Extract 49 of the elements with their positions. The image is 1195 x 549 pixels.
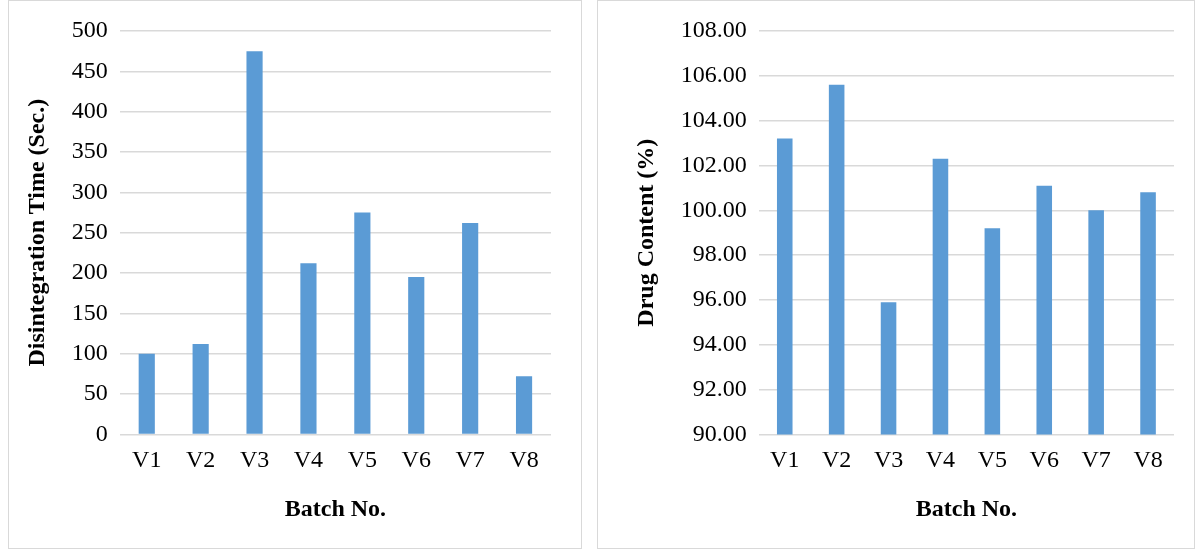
x-tick-label: V6 bbox=[401, 446, 431, 473]
y-tick-label: 92.00 bbox=[692, 374, 747, 401]
y-tick-label: 104.00 bbox=[680, 105, 747, 132]
y-tick-label: 94.00 bbox=[692, 330, 747, 357]
y-tick-label: 102.00 bbox=[680, 150, 747, 177]
y-tick-label: 450 bbox=[71, 56, 108, 83]
y-tick-label: 200 bbox=[71, 258, 108, 285]
bar bbox=[300, 263, 317, 434]
y-tick-label: 350 bbox=[71, 137, 108, 164]
y-tick-label: 0 bbox=[95, 419, 108, 446]
x-tick-label: V3 bbox=[239, 446, 270, 473]
bar bbox=[408, 277, 425, 434]
y-tick-label: 90.00 bbox=[692, 419, 747, 446]
bar bbox=[192, 344, 209, 434]
y-axis-title: Drug Content (%) bbox=[631, 138, 658, 327]
y-tick-label: 500 bbox=[71, 16, 108, 43]
bar bbox=[515, 376, 533, 434]
y-tick-label: 96.00 bbox=[692, 285, 747, 312]
y-tick-label: 108.00 bbox=[680, 16, 747, 43]
x-tick-label: V6 bbox=[1029, 446, 1059, 473]
y-tick-label: 100 bbox=[71, 339, 108, 366]
bar bbox=[462, 223, 479, 434]
y-tick-label: 150 bbox=[71, 298, 108, 325]
x-tick-label: V1 bbox=[770, 446, 800, 473]
bar bbox=[246, 51, 263, 434]
y-tick-label: 400 bbox=[71, 96, 108, 123]
y-tick-label: 100.00 bbox=[680, 195, 747, 222]
x-axis-title: Batch No. bbox=[284, 494, 387, 521]
x-tick-label: V8 bbox=[1133, 446, 1163, 473]
x-tick-label: V3 bbox=[873, 446, 904, 473]
bar bbox=[138, 353, 155, 434]
x-tick-label: V2 bbox=[821, 446, 852, 473]
y-tick-label: 98.00 bbox=[692, 240, 747, 267]
y-tick-label: 106.00 bbox=[680, 61, 747, 88]
x-tick-label: V4 bbox=[293, 446, 324, 473]
y-tick-label: 300 bbox=[71, 177, 108, 204]
x-axis-title: Batch No. bbox=[915, 494, 1018, 521]
x-tick-label: V5 bbox=[977, 446, 1008, 473]
x-tick-label: V5 bbox=[347, 446, 378, 473]
x-tick-label: V1 bbox=[132, 446, 162, 473]
y-tick-label: 50 bbox=[83, 379, 108, 406]
x-tick-label: V8 bbox=[509, 446, 539, 473]
x-tick-label: V7 bbox=[455, 446, 485, 473]
y-tick-label: 250 bbox=[71, 218, 108, 244]
x-tick-label: V7 bbox=[1081, 446, 1111, 473]
x-tick-label: V2 bbox=[185, 446, 216, 473]
bar bbox=[354, 212, 371, 434]
y-axis-title: Disintegration Time (Sec.) bbox=[22, 98, 49, 367]
x-tick-label: V4 bbox=[925, 446, 956, 473]
